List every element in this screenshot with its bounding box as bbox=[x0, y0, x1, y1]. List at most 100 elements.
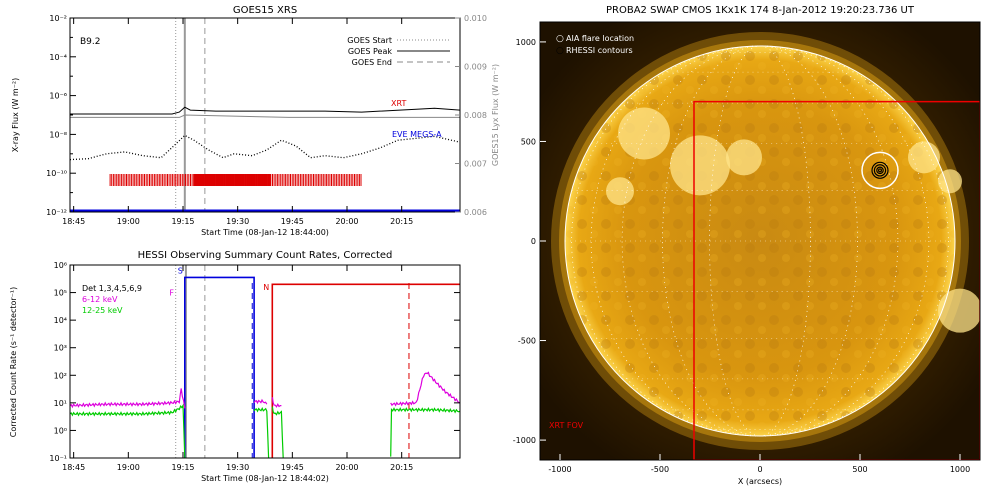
hessi-y-tick-label: 10⁶ bbox=[54, 261, 67, 270]
goes-right-tick-label: 0.006 bbox=[464, 208, 487, 217]
hessi-flag-s: S bbox=[178, 266, 183, 275]
eve-series-label: EVE MEGS-A bbox=[392, 130, 442, 139]
xrt-fov-label: XRT FOV bbox=[549, 421, 584, 430]
xrt-series-label: XRT bbox=[391, 99, 406, 108]
hessi-series-6-12-kev bbox=[69, 388, 186, 409]
swap-title: PROBA2 SWAP CMOS 1Kx1K 174 8-Jan-2012 19… bbox=[606, 5, 915, 16]
swap-x-tick-label: 500 bbox=[852, 465, 867, 474]
goes-y-axis-label: X-ray Flux (W m⁻²) bbox=[11, 78, 20, 153]
goes-right-axis-label: GOES15 Lyx Flux (W m⁻²) bbox=[491, 64, 500, 166]
goes-x-tick-label: 20:00 bbox=[335, 217, 358, 226]
active-region bbox=[938, 288, 980, 333]
goes-x-tick-label: 20:15 bbox=[390, 217, 413, 226]
goes-y-tick-label: 10⁻⁸ bbox=[49, 130, 67, 139]
hessi-y-axis-label: Corrected Count Rate (s⁻¹ detector⁻¹) bbox=[9, 287, 18, 438]
active-region bbox=[938, 169, 962, 194]
goes-x-tick-label: 19:00 bbox=[117, 217, 140, 226]
hessi-y-tick-label: 10¹ bbox=[54, 399, 67, 408]
legend-marker-aia: ○ bbox=[556, 34, 564, 44]
goes-y-tick-label: 10⁻² bbox=[49, 14, 67, 23]
swap-y-tick-label: 1000 bbox=[516, 38, 536, 47]
goes-right-tick-label: 0.007 bbox=[464, 160, 487, 169]
goes-xrs-panel: XRT EVE MEGS-A GOES15 XRS B9.2 GOES Start GOE… bbox=[11, 5, 500, 237]
swap-y-tick-label: -500 bbox=[518, 337, 536, 346]
goes-x-axis-label: Start Time (08-Jan-12 18:44:00) bbox=[201, 228, 329, 237]
hessi-series-6-12-kev bbox=[390, 371, 461, 407]
goes-right-tick-label: 0.009 bbox=[464, 63, 487, 72]
goes-title: GOES15 XRS bbox=[233, 5, 297, 16]
rhessi-contour bbox=[873, 164, 887, 177]
hessi-flag-f: F bbox=[169, 288, 174, 297]
goes-legend-label: GOES End bbox=[352, 58, 392, 67]
hessi-series-12-25-kev bbox=[69, 403, 186, 459]
grid-longitude bbox=[662, 45, 858, 437]
goes-y-tick-label: 10⁻⁶ bbox=[49, 92, 67, 101]
hessi-plot-frame bbox=[69, 264, 461, 459]
legend-label-rhessi: RHESSI contours bbox=[566, 46, 633, 55]
hessi-flag-n: N bbox=[263, 283, 269, 292]
legend-marker-rhessi: ○ bbox=[556, 46, 564, 56]
aia-flare-location-circle bbox=[861, 151, 899, 190]
hessi-legend-label: Det 1,3,4,5,6,9 bbox=[82, 284, 142, 293]
hessi-series-12-25-kev bbox=[390, 407, 461, 457]
hessi-legend-label: 12-25 keV bbox=[82, 306, 123, 315]
goes-x-tick-label: 19:45 bbox=[281, 217, 304, 226]
rhessi-contour bbox=[871, 161, 889, 179]
hessi-x-tick-label: 19:00 bbox=[117, 463, 140, 472]
hessi-x-tick-label: 20:00 bbox=[335, 463, 358, 472]
hessi-x-tick-label: 19:45 bbox=[281, 463, 304, 472]
goes-series-goes-long bbox=[70, 106, 461, 115]
hessi-flag-line bbox=[184, 276, 255, 458]
swap-image: XRT FOV bbox=[540, 22, 980, 460]
active-region bbox=[670, 135, 730, 196]
swap-euv-image-panel: XRT FOV ○ AIA flare location○ RHESSI contou… bbox=[513, 5, 981, 486]
goes-series-lyman-alpha bbox=[70, 114, 460, 118]
solar-limb bbox=[564, 45, 956, 437]
hessi-series-6-12-kev bbox=[271, 397, 282, 408]
hessi-series-6-12-kev bbox=[253, 398, 268, 405]
hessi-count-rate-panel: S F N HESSI Observing Summary Count Rates, … bbox=[9, 250, 461, 483]
hessi-title: HESSI Observing Summary Count Rates, Cor… bbox=[138, 250, 393, 261]
goes-right-tick-label: 0.008 bbox=[464, 111, 487, 120]
hessi-y-tick-label: 10⁻¹ bbox=[49, 454, 67, 463]
swap-x-tick-label: -1000 bbox=[548, 465, 571, 474]
goes-x-tick-label: 19:30 bbox=[226, 217, 249, 226]
hessi-x-tick-label: 20:15 bbox=[390, 463, 413, 472]
hessi-y-tick-label: 10⁰ bbox=[54, 426, 67, 435]
grid-longitude bbox=[709, 45, 811, 437]
rhessi-contour bbox=[876, 166, 884, 175]
hessi-series-12-25-kev bbox=[253, 407, 270, 459]
hessi-y-tick-label: 10³ bbox=[54, 344, 67, 353]
goes-x-tick-label: 18:45 bbox=[62, 217, 85, 226]
goes-x-tick-label: 19:15 bbox=[171, 217, 194, 226]
goes-y-tick-label: 10⁻⁴ bbox=[49, 53, 67, 62]
swap-y-tick-label: -1000 bbox=[513, 436, 536, 445]
hessi-y-tick-label: 10⁴ bbox=[54, 316, 67, 325]
hessi-x-tick-label: 19:30 bbox=[226, 463, 249, 472]
goes-class-label: B9.2 bbox=[80, 37, 101, 47]
swap-x-axis-label: X (arcsecs) bbox=[738, 477, 782, 486]
active-region bbox=[606, 177, 634, 206]
hessi-series-12-25-kev bbox=[271, 406, 284, 459]
active-region bbox=[726, 139, 762, 176]
goes-y-tick-label: 10⁻¹⁰ bbox=[46, 169, 67, 178]
hessi-x-axis-label: Start Time (08-Jan-12 18:44:02) bbox=[201, 474, 329, 483]
swap-y-tick-label: 0 bbox=[531, 237, 536, 246]
hessi-y-tick-label: 10² bbox=[54, 371, 67, 380]
goes-right-tick-label: 0.010 bbox=[464, 14, 487, 23]
goes-y-tick-label: 10⁻¹² bbox=[46, 208, 67, 217]
goes-series-goes-short bbox=[69, 134, 461, 161]
swap-y-tick-label: 500 bbox=[521, 137, 536, 146]
swap-x-tick-label: 0 bbox=[757, 465, 762, 474]
legend-label-aia: AIA flare location bbox=[566, 34, 634, 43]
hessi-flag-line bbox=[271, 283, 460, 458]
hessi-x-tick-label: 19:15 bbox=[171, 463, 194, 472]
swap-x-tick-label: 1000 bbox=[950, 465, 970, 474]
goes-legend-label: GOES Start bbox=[347, 36, 392, 45]
xrt-observation-ticks bbox=[109, 174, 362, 186]
hessi-y-tick-label: 10⁵ bbox=[54, 289, 67, 298]
goes-legend-label: GOES Peak bbox=[348, 47, 393, 56]
hessi-legend-label: 6-12 keV bbox=[82, 295, 118, 304]
hessi-x-tick-label: 18:45 bbox=[62, 463, 85, 472]
